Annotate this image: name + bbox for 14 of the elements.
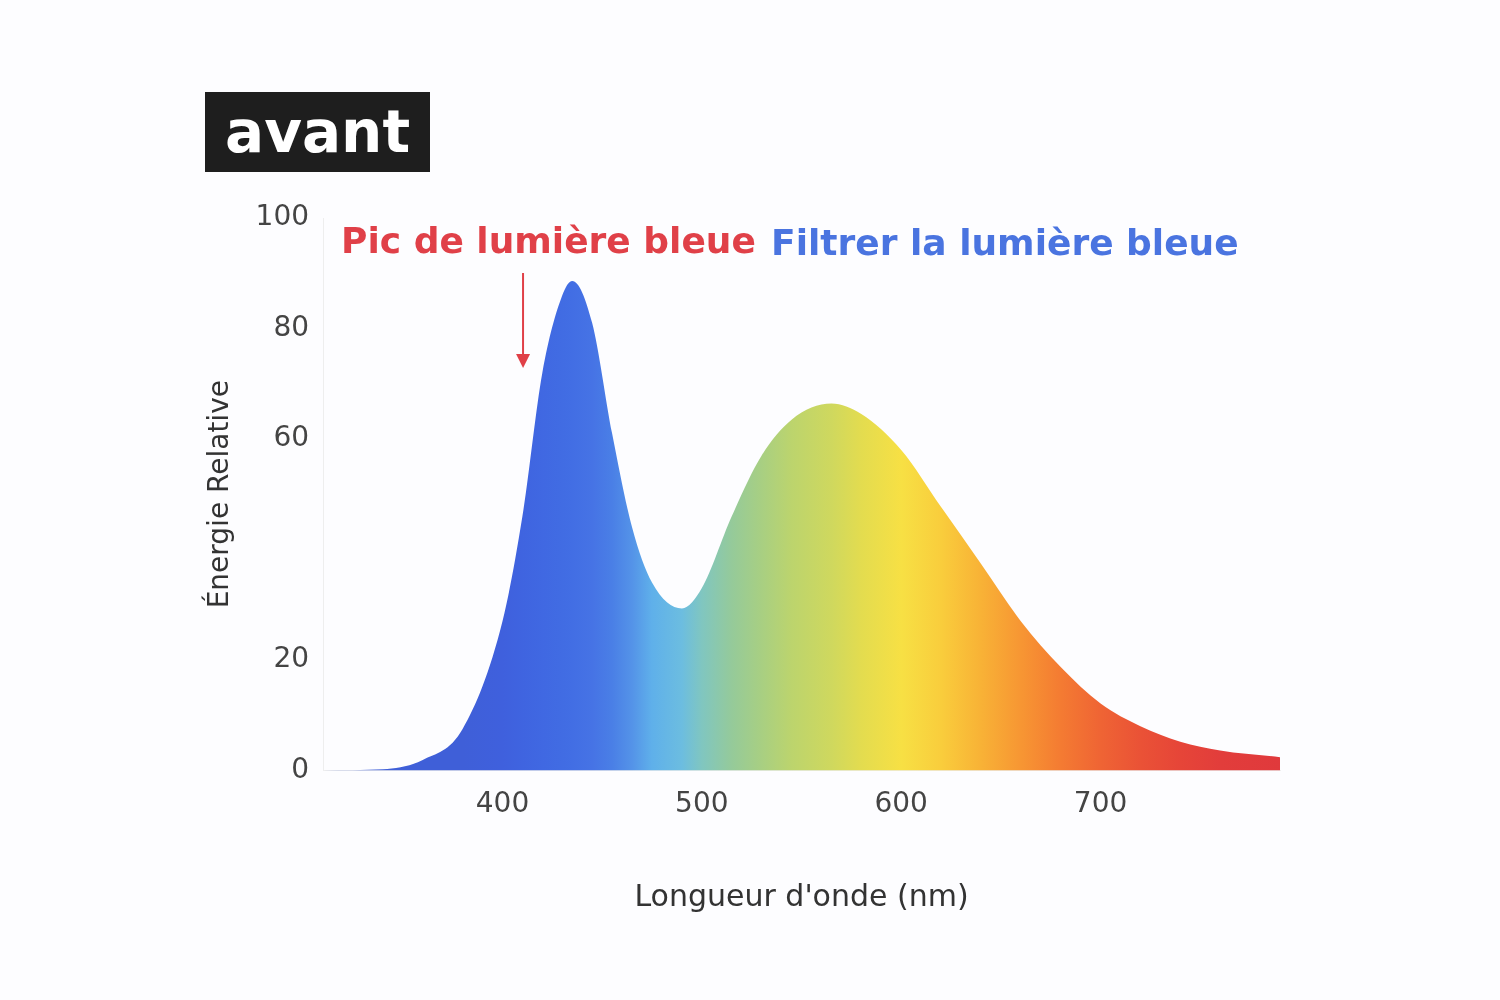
y-axis-title: Énergie Relative (201, 380, 236, 609)
y-tick-label: 60 (273, 420, 310, 454)
x-tick-label: 700 (1073, 786, 1128, 820)
x-tick-label: 600 (874, 786, 928, 820)
x-axis-title: Longueur d'onde (nm) (634, 877, 969, 913)
x-tick-label: 400 (475, 786, 530, 820)
y-tick-label: 80 (273, 309, 310, 343)
annotation: Filtrer la lumière bleue (771, 222, 1239, 264)
x-tick-label: 500 (675, 786, 729, 820)
annotation: Pic de lumière bleue (341, 220, 756, 262)
y-tick-label: 0 (291, 751, 310, 785)
y-tick-label: 20 (273, 641, 310, 675)
chart-title: avant (205, 92, 431, 172)
y-tick-label: 100 (255, 199, 310, 233)
